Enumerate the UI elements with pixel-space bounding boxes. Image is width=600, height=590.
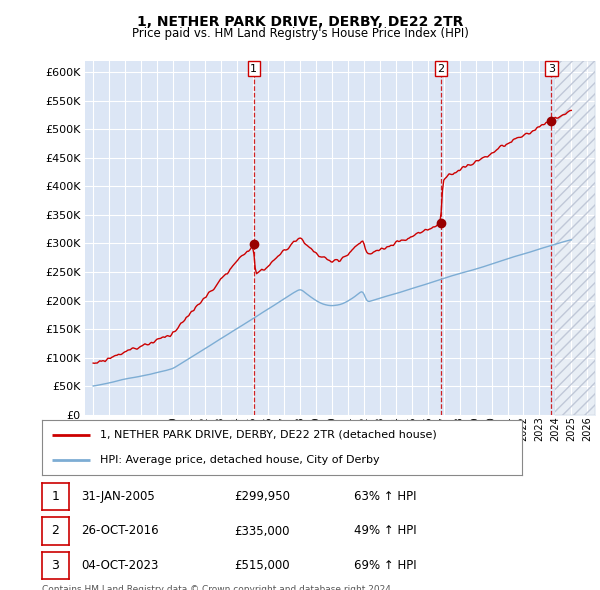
Text: Price paid vs. HM Land Registry's House Price Index (HPI): Price paid vs. HM Land Registry's House … <box>131 27 469 40</box>
Text: 69% ↑ HPI: 69% ↑ HPI <box>354 559 416 572</box>
Text: 1: 1 <box>52 490 59 503</box>
Text: £335,000: £335,000 <box>234 525 290 537</box>
Text: 2: 2 <box>437 64 445 74</box>
Text: 1, NETHER PARK DRIVE, DERBY, DE22 2TR (detached house): 1, NETHER PARK DRIVE, DERBY, DE22 2TR (d… <box>100 430 436 440</box>
Text: 3: 3 <box>548 64 555 74</box>
Text: 1, NETHER PARK DRIVE, DERBY, DE22 2TR: 1, NETHER PARK DRIVE, DERBY, DE22 2TR <box>137 15 463 29</box>
Text: HPI: Average price, detached house, City of Derby: HPI: Average price, detached house, City… <box>100 455 379 465</box>
Text: £299,950: £299,950 <box>234 490 290 503</box>
Text: 49% ↑ HPI: 49% ↑ HPI <box>354 525 416 537</box>
Text: 1: 1 <box>250 64 257 74</box>
Text: £515,000: £515,000 <box>234 559 290 572</box>
Text: 31-JAN-2005: 31-JAN-2005 <box>81 490 155 503</box>
Text: Contains HM Land Registry data © Crown copyright and database right 2024.: Contains HM Land Registry data © Crown c… <box>42 585 394 590</box>
Text: 3: 3 <box>52 559 59 572</box>
Text: 63% ↑ HPI: 63% ↑ HPI <box>354 490 416 503</box>
Text: 2: 2 <box>52 525 59 537</box>
Text: 04-OCT-2023: 04-OCT-2023 <box>81 559 158 572</box>
Text: 26-OCT-2016: 26-OCT-2016 <box>81 525 158 537</box>
